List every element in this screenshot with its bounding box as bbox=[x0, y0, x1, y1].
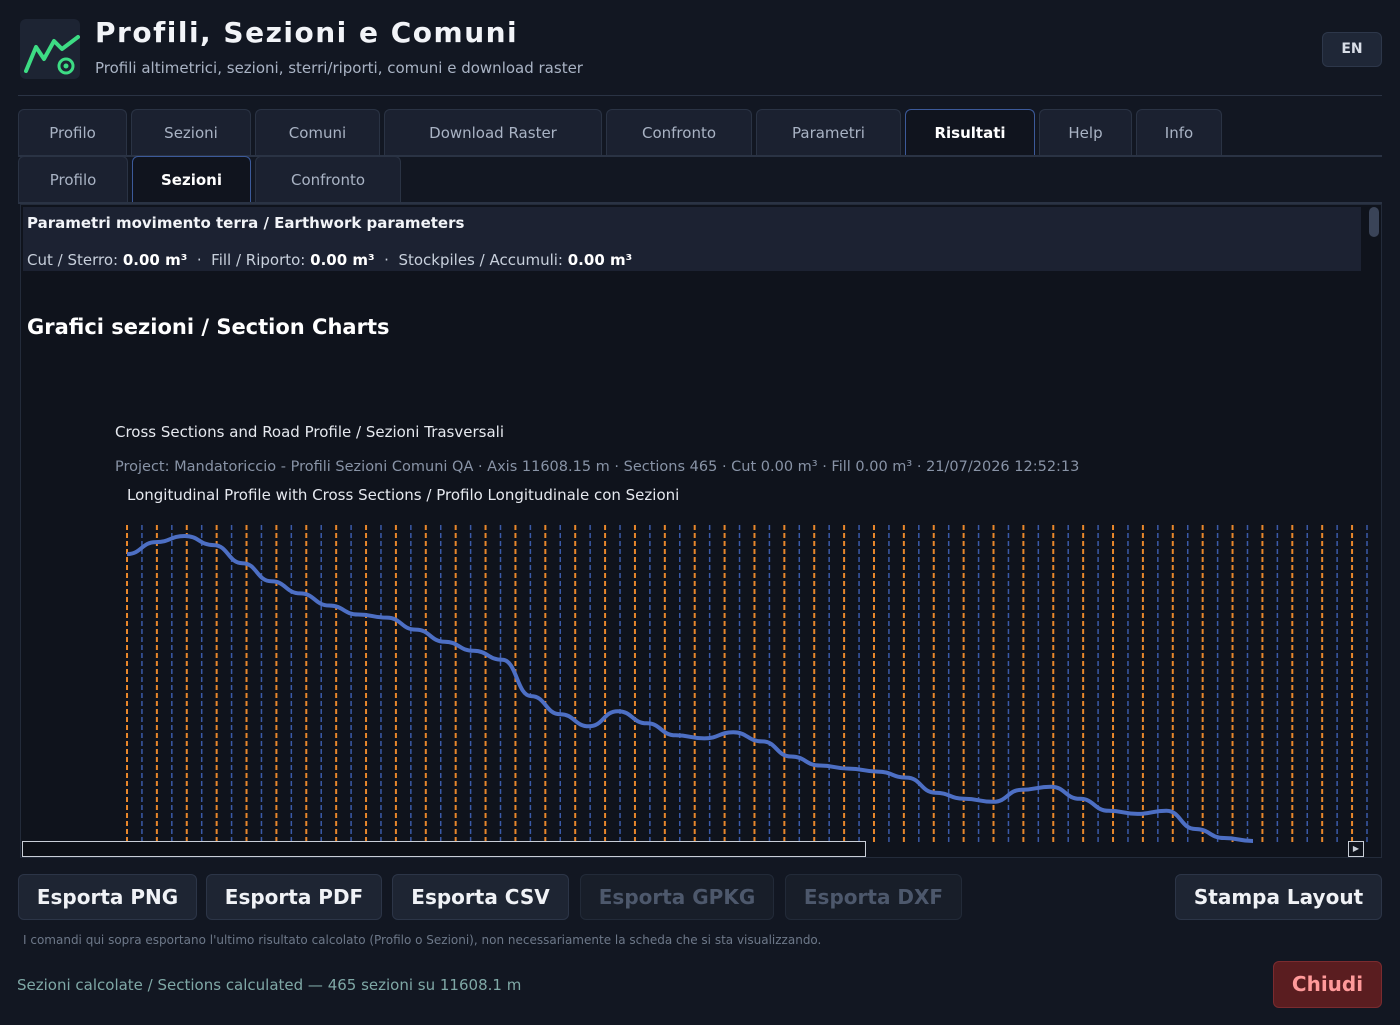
language-button[interactable]: EN bbox=[1322, 32, 1382, 67]
mountain-profile-icon bbox=[20, 19, 80, 79]
separator: · bbox=[384, 251, 389, 269]
export-dxf-button[interactable]: Esporta DXF bbox=[785, 874, 962, 920]
fill-value: 0.00 m³ bbox=[310, 251, 375, 269]
cut-value: 0.00 m³ bbox=[122, 251, 188, 269]
export-png-button[interactable]: Esporta PNG bbox=[18, 874, 197, 920]
earthwork-values: Cut / Sterro: 0.00 m³ · Fill / Riporto: … bbox=[27, 251, 632, 269]
earthwork-title: Parametri movimento terra / Earthwork pa… bbox=[27, 214, 465, 232]
tab-parametri[interactable]: Parametri bbox=[756, 109, 901, 155]
subtab-sezioni[interactable]: Sezioni bbox=[132, 156, 251, 202]
earthwork-parameters: Parametri movimento terra / Earthwork pa… bbox=[23, 207, 1361, 271]
tab-risultati[interactable]: Risultati bbox=[905, 109, 1035, 155]
profile-line bbox=[126, 534, 1254, 843]
longitudinal-profile-chart bbox=[126, 525, 1368, 843]
stockpiles-label: Stockpiles / Accumuli: bbox=[398, 251, 563, 269]
subtab-confronto[interactable]: Confronto bbox=[255, 156, 401, 202]
separator: · bbox=[196, 251, 202, 269]
tab-info[interactable]: Info bbox=[1136, 109, 1222, 155]
fill-label: Fill / Riporto: bbox=[211, 251, 306, 269]
tab-profilo[interactable]: Profilo bbox=[18, 109, 127, 155]
app-header: Profili, Sezioni e Comuni Profili altime… bbox=[18, 16, 1384, 96]
main-tabbar-line bbox=[18, 155, 1382, 157]
cut-label: Cut / Sterro: bbox=[27, 251, 119, 269]
sub-tabbar-line bbox=[18, 202, 1382, 204]
results-panel[interactable]: Parametri movimento terra / Earthwork pa… bbox=[20, 204, 1382, 858]
tab-comuni[interactable]: Comuni bbox=[255, 109, 380, 155]
section-charts-title: Grafici sezioni / Section Charts bbox=[27, 315, 390, 339]
print-layout-button[interactable]: Stampa Layout bbox=[1175, 874, 1382, 920]
header-divider bbox=[18, 95, 1382, 96]
export-footnote: I comandi qui sopra esportano l'ultimo r… bbox=[23, 933, 822, 947]
export-csv-button[interactable]: Esporta CSV bbox=[392, 874, 569, 920]
chart-subtitle: Longitudinal Profile with Cross Sections… bbox=[127, 486, 680, 504]
subtab-profilo[interactable]: Profilo bbox=[18, 156, 128, 202]
main-tabbar: Profilo Sezioni Comuni Download Raster C… bbox=[18, 109, 1226, 155]
scroll-right-arrow-icon[interactable]: ▶ bbox=[1348, 841, 1364, 857]
tab-help[interactable]: Help bbox=[1039, 109, 1132, 155]
tab-confronto[interactable]: Confronto bbox=[606, 109, 752, 155]
tab-download-raster[interactable]: Download Raster bbox=[384, 109, 602, 155]
vertical-scrollbar[interactable] bbox=[1369, 207, 1379, 237]
chart-metadata: Project: Mandatoriccio - Profili Sezioni… bbox=[115, 459, 1080, 475]
export-pdf-button[interactable]: Esporta PDF bbox=[206, 874, 382, 920]
chart-title: Cross Sections and Road Profile / Sezion… bbox=[115, 423, 504, 441]
stockpiles-value: 0.00 m³ bbox=[567, 251, 633, 269]
close-button[interactable]: Chiudi bbox=[1273, 961, 1382, 1008]
app-subtitle: Profili altimetrici, sezioni, sterri/rip… bbox=[95, 59, 583, 77]
export-gpkg-button[interactable]: Esporta GPKG bbox=[580, 874, 774, 920]
sub-tabbar: Profilo Sezioni Confronto bbox=[18, 156, 405, 202]
tab-sezioni[interactable]: Sezioni bbox=[131, 109, 251, 155]
app-title: Profili, Sezioni e Comuni bbox=[95, 16, 519, 49]
horizontal-scrollbar[interactable] bbox=[22, 841, 866, 857]
status-text: Sezioni calcolate / Sections calculated … bbox=[17, 976, 522, 994]
